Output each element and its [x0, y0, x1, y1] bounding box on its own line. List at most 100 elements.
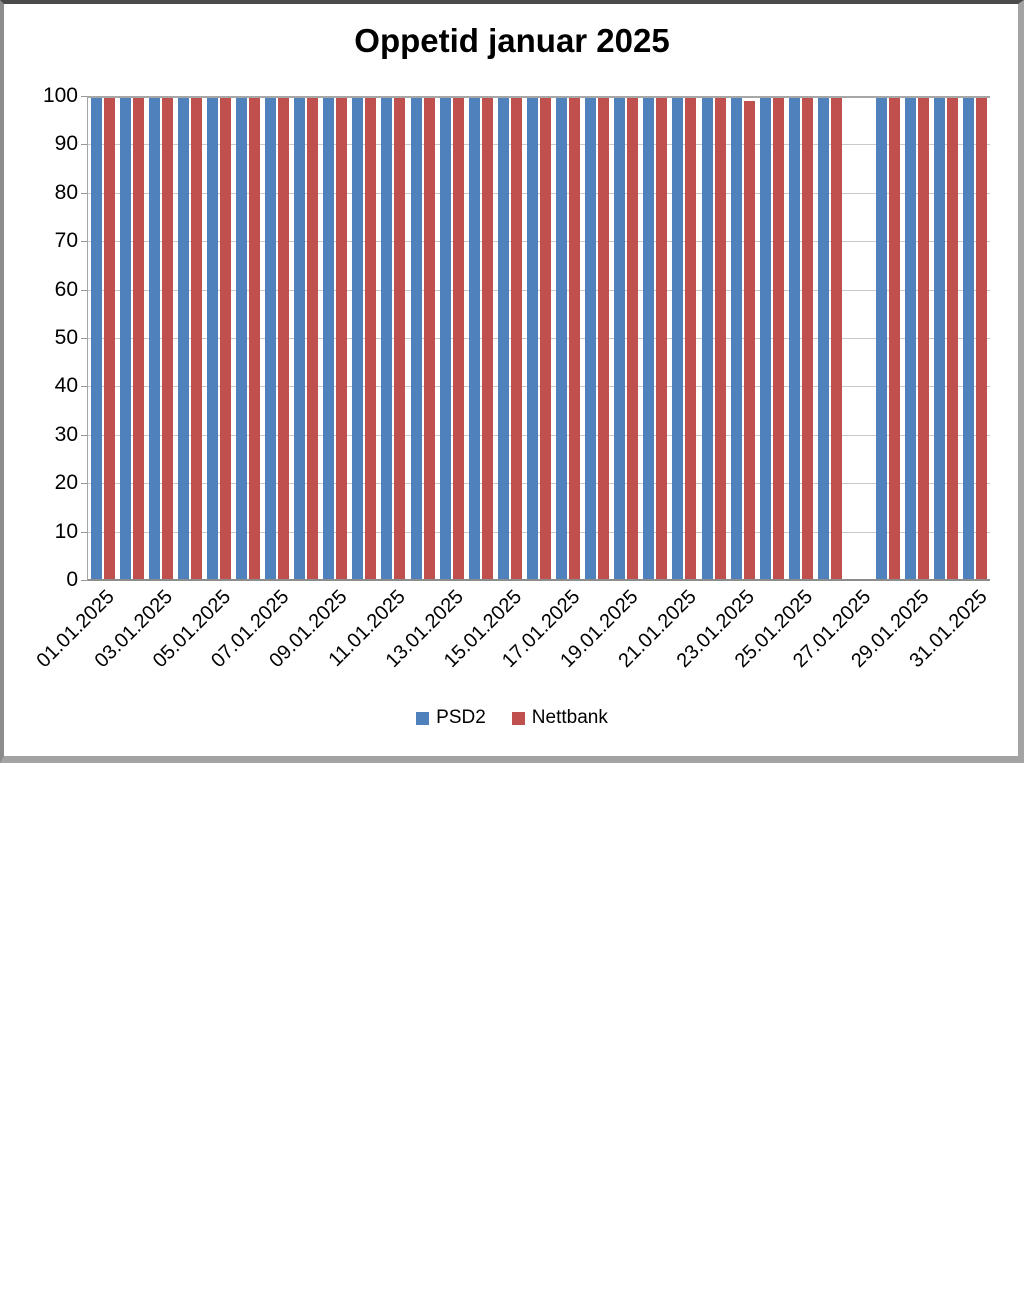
legend-item-psd2: PSD2 — [416, 707, 486, 729]
bar-nettbank-02.01.2025 — [132, 96, 144, 580]
bar-psd2-14.01.2025 — [468, 98, 480, 580]
day-group-23.01.2025 — [728, 96, 757, 580]
bar-psd2-02.01.2025 — [119, 98, 131, 580]
bar-psd2-06.01.2025 — [236, 98, 248, 580]
bar-psd2-17.01.2025 — [556, 98, 568, 580]
day-group-02.01.2025 — [117, 96, 146, 580]
y-axis-tick — [81, 531, 88, 533]
bar-nettbank-29.01.2025 — [918, 96, 930, 580]
day-group-21.01.2025 — [670, 96, 699, 580]
legend-swatch-psd2 — [416, 711, 430, 725]
legend-label-nettbank: Nettbank — [531, 707, 608, 728]
day-group-19.01.2025 — [612, 96, 641, 580]
day-group-15.01.2025 — [495, 96, 524, 580]
gridline-70 — [88, 241, 990, 243]
legend: PSD2 Nettbank — [0, 707, 1024, 729]
bar-psd2-29.01.2025 — [905, 98, 917, 580]
day-group-29.01.2025 — [903, 96, 932, 580]
day-group-18.01.2025 — [583, 96, 612, 580]
y-axis-tick — [81, 483, 88, 485]
gridline-100 — [88, 96, 990, 98]
bar-nettbank-05.01.2025 — [219, 96, 231, 580]
day-group-08.01.2025 — [292, 96, 321, 580]
y-axis-line — [87, 96, 88, 580]
bar-nettbank-06.01.2025 — [249, 96, 261, 580]
day-group-01.01.2025 — [88, 96, 117, 580]
y-axis-tick — [81, 144, 88, 146]
y-axis-tick — [81, 434, 88, 436]
day-group-14.01.2025 — [466, 96, 495, 580]
bar-psd2-01.01.2025 — [90, 98, 102, 580]
y-axis-tick — [81, 96, 88, 97]
day-group-25.01.2025 — [786, 96, 815, 580]
bar-psd2-12.01.2025 — [410, 98, 422, 580]
bar-nettbank-11.01.2025 — [394, 96, 406, 580]
y-axis-tick — [81, 192, 88, 194]
bar-psd2-05.01.2025 — [206, 98, 218, 580]
day-group-03.01.2025 — [146, 96, 175, 580]
bar-psd2-11.01.2025 — [381, 98, 393, 580]
legend-label-psd2: PSD2 — [436, 707, 486, 728]
day-group-12.01.2025 — [408, 96, 437, 580]
bar-psd2-31.01.2025 — [963, 98, 975, 580]
y-axis-label-50: 50 — [54, 326, 78, 349]
bar-nettbank-16.01.2025 — [539, 96, 551, 580]
bar-nettbank-30.01.2025 — [947, 96, 959, 580]
day-group-05.01.2025 — [204, 96, 233, 580]
y-axis-label-10: 10 — [54, 519, 78, 543]
gridline-10 — [88, 531, 990, 533]
bar-psd2-30.01.2025 — [934, 98, 946, 580]
bar-nettbank-24.01.2025 — [772, 96, 784, 580]
day-group-22.01.2025 — [699, 96, 728, 580]
plot-area — [87, 96, 990, 581]
bar-psd2-25.01.2025 — [788, 98, 800, 580]
bar-nettbank-03.01.2025 — [161, 96, 173, 580]
day-group-07.01.2025 — [263, 96, 292, 580]
day-group-17.01.2025 — [554, 96, 583, 580]
day-group-09.01.2025 — [321, 96, 350, 580]
gridline-20 — [88, 483, 990, 485]
day-group-24.01.2025 — [757, 96, 786, 580]
bar-psd2-18.01.2025 — [585, 98, 597, 580]
bar-nettbank-20.01.2025 — [656, 96, 668, 580]
bar-psd2-13.01.2025 — [439, 98, 451, 580]
y-axis-label-100: 100 — [42, 84, 78, 107]
day-group-20.01.2025 — [641, 96, 670, 580]
y-axis-tick — [81, 580, 88, 581]
bar-nettbank-31.01.2025 — [976, 96, 988, 580]
y-axis-label-30: 30 — [54, 422, 78, 446]
day-group-16.01.2025 — [524, 96, 553, 580]
gridline-40 — [88, 386, 990, 388]
bar-nettbank-08.01.2025 — [307, 96, 319, 580]
bar-nettbank-09.01.2025 — [336, 96, 348, 580]
gridline-90 — [88, 144, 990, 146]
y-axis-label-40: 40 — [54, 374, 78, 398]
y-axis-tick — [81, 338, 88, 339]
bar-psd2-09.01.2025 — [323, 98, 335, 580]
bar-psd2-24.01.2025 — [759, 98, 771, 580]
bar-nettbank-26.01.2025 — [830, 96, 842, 580]
bar-psd2-08.01.2025 — [294, 98, 306, 580]
gridline-50 — [88, 338, 990, 339]
day-group-28.01.2025 — [874, 96, 903, 580]
day-group-26.01.2025 — [815, 96, 844, 580]
day-group-04.01.2025 — [175, 96, 204, 580]
bar-psd2-22.01.2025 — [701, 98, 713, 580]
bar-psd2-15.01.2025 — [497, 98, 509, 580]
bars-container — [88, 96, 990, 580]
y-axis-tick — [81, 289, 88, 291]
bar-nettbank-23.01.2025 — [743, 100, 755, 580]
y-axis-label-80: 80 — [54, 180, 78, 204]
gridline-80 — [88, 192, 990, 194]
day-group-11.01.2025 — [379, 96, 408, 580]
bar-psd2-23.01.2025 — [730, 98, 742, 580]
y-axis-label-70: 70 — [54, 229, 78, 253]
day-group-30.01.2025 — [932, 96, 961, 580]
legend-item-nettbank: Nettbank — [511, 707, 608, 729]
bar-nettbank-13.01.2025 — [452, 96, 464, 580]
day-group-13.01.2025 — [437, 96, 466, 580]
bar-nettbank-21.01.2025 — [685, 96, 697, 580]
y-axis-tick — [81, 241, 88, 243]
y-axis-tick — [81, 386, 88, 388]
bar-psd2-21.01.2025 — [672, 98, 684, 580]
